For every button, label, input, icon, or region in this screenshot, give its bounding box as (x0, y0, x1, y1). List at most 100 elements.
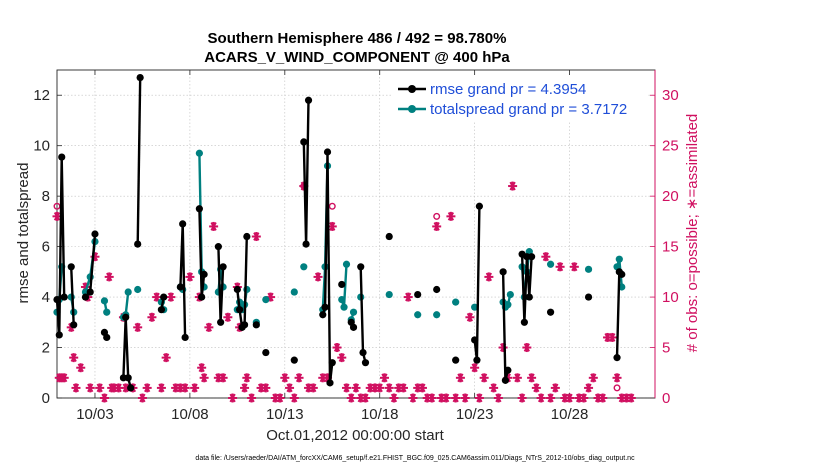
rmse-marker (217, 318, 225, 326)
y-tick-label: 12 (33, 87, 50, 104)
obs-assimilated-marker (204, 322, 214, 332)
totalspread-marker (100, 297, 109, 305)
totalspread-marker (103, 308, 111, 316)
x-tick-label: 10/03 (76, 406, 114, 423)
rmse-marker (302, 240, 310, 248)
obs-assimilated-marker (59, 373, 69, 383)
rmse-marker (103, 333, 111, 342)
obs-assimilated-marker (242, 373, 252, 383)
obs-assimilated-marker (161, 353, 171, 363)
totalspread-marker (414, 311, 422, 319)
rmse-marker (357, 263, 365, 271)
rmse-marker (528, 253, 536, 261)
obs-assimilated-marker (531, 383, 541, 393)
y-right-tick-label: 0 (662, 390, 670, 407)
obs-assimilated-marker (346, 393, 356, 403)
rmse-marker (67, 263, 75, 271)
obs-assimilated-marker (584, 383, 594, 393)
obs-assimilated-marker (185, 272, 195, 282)
obs-assimilated-marker (617, 393, 627, 403)
obs-assimilated-marker (261, 383, 271, 393)
rmse-line (122, 316, 132, 389)
obs-assimilated-marker (460, 393, 470, 403)
totalspread-marker (300, 263, 308, 271)
obs-assimilated-marker (479, 373, 489, 383)
rmse-marker (338, 280, 346, 289)
obs-possible-marker (328, 202, 336, 210)
rmse-marker (157, 306, 166, 314)
rmse-marker (124, 374, 132, 382)
obs-assimilated-marker (223, 312, 233, 322)
obs-assimilated-marker (546, 393, 556, 403)
obs-assimilated-marker (104, 272, 114, 282)
rmse-line (179, 222, 187, 338)
y-tick-label: 10 (33, 138, 50, 155)
rmse-marker (326, 379, 334, 387)
obs-assimilated-marker (209, 221, 219, 231)
obs-assimilated-marker (550, 383, 560, 393)
y-tick-label: 6 (42, 239, 50, 256)
rmse-marker (361, 359, 370, 367)
obs-assimilated-marker (285, 383, 295, 393)
obs-assimilated-marker (171, 383, 181, 393)
rmse-marker (323, 148, 332, 156)
obs-assimilated-marker (560, 393, 570, 403)
obs-assimilated-marker (498, 343, 508, 353)
legend-totalspread-label: totalspread grand pr = 3.7172 (430, 101, 627, 118)
obs-assimilated-marker (517, 393, 527, 403)
obs-assimilated-marker (351, 383, 361, 393)
totalspread-marker (262, 296, 270, 304)
obs-possible-marker (433, 212, 441, 220)
obs-assimilated-marker (417, 383, 427, 393)
totalspread-marker (584, 265, 593, 273)
chart-title: Southern Hemisphere 486 / 492 = 98.780% (208, 30, 507, 47)
totalspread-marker (338, 296, 346, 304)
totalspread-marker (290, 288, 298, 296)
rmse-marker (319, 311, 327, 319)
obs-assimilated-marker (441, 393, 451, 403)
obs-assimilated-marker (218, 373, 228, 383)
obs-assimilated-marker (579, 393, 589, 403)
legend-box (392, 76, 648, 122)
rmse-marker (475, 202, 483, 210)
obs-assimilated-marker (470, 363, 480, 373)
obs-assimilated-marker (304, 383, 314, 393)
totalspread-marker (340, 303, 348, 311)
rmse-marker (70, 321, 78, 329)
obs-assimilated-marker (588, 373, 598, 383)
y-right-tick-label: 10 (662, 289, 679, 306)
obs-assimilated-marker (318, 373, 328, 383)
legend-rmse-marker (408, 85, 416, 93)
x-tick-label: 10/18 (361, 406, 399, 423)
y-tick-label: 2 (42, 340, 50, 357)
rmse-marker (53, 296, 61, 304)
rmse-marker (198, 293, 206, 301)
rmse-marker (233, 285, 241, 294)
obs-assimilated-marker (313, 272, 323, 282)
obs-assimilated-marker (289, 393, 299, 403)
rmse-marker (55, 331, 63, 339)
obs-assimilated-marker (228, 393, 238, 403)
rmse-marker (200, 270, 208, 278)
obs-assimilated-marker (607, 332, 617, 342)
totalspread-marker (124, 288, 132, 296)
rmse-marker (385, 232, 393, 241)
obs-assimilated-marker (99, 393, 109, 403)
obs-assimilated-marker (137, 393, 147, 403)
obs-assimilated-marker (465, 312, 475, 322)
rmse-marker (127, 384, 135, 392)
rmse-marker (122, 313, 130, 321)
rmse-line (520, 254, 533, 324)
y-axis-label: rmse and totalspread (15, 163, 32, 304)
obs-assimilated-marker (275, 393, 285, 403)
rmse-marker (262, 348, 270, 357)
totalspread-marker (349, 308, 358, 316)
totalspread-marker (452, 298, 460, 306)
obs-assimilated-marker (133, 322, 143, 332)
axes (56, 69, 656, 399)
y-right-tick-label: 25 (662, 138, 679, 155)
obs-assimilated-marker (256, 383, 266, 393)
rmse-line (236, 236, 248, 329)
obs-assimilated-marker (536, 393, 546, 403)
